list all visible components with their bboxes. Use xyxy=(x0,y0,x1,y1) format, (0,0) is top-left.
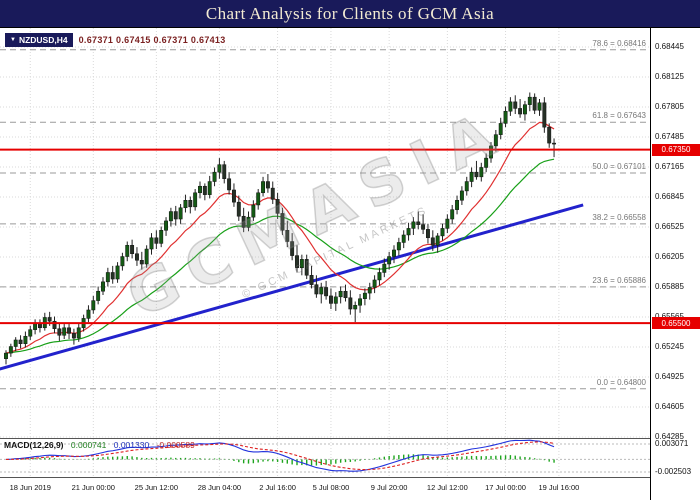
dropdown-arrow-icon: ▼ xyxy=(10,37,16,43)
fib-level-label: 0.0 = 0.64800 xyxy=(596,377,646,387)
time-axis-label: 12 Jul 12:00 xyxy=(426,483,468,492)
time-axis-label: 17 Jul 00:00 xyxy=(485,483,526,492)
time-axis-label: 21 Jun 00:00 xyxy=(71,483,115,492)
price-tag: 0.65500 xyxy=(652,317,700,330)
trendline xyxy=(0,203,584,371)
time-axis-label: 25 Jun 12:00 xyxy=(134,483,179,492)
price-axis-label: 0.67165 xyxy=(655,162,684,171)
macd-line xyxy=(5,439,555,472)
symbol-timeframe-label: NZDUSD,H4 xyxy=(18,35,68,45)
title-bar: Chart Analysis for Clients of GCM Asia xyxy=(0,0,700,28)
macd-panel[interactable]: MACD(12,26,9) 0.000741 0.001330 -0.00058… xyxy=(0,438,650,478)
ma-slow-line xyxy=(5,158,555,354)
price-tag: 0.67350 xyxy=(652,143,700,156)
macd-canvas xyxy=(0,439,650,477)
price-axis-label: 0.65885 xyxy=(655,282,684,291)
time-axis-label: 18 Jun 2019 xyxy=(9,483,51,492)
ma-fast-line xyxy=(5,121,555,354)
fib-level-label: 61.8 = 0.67643 xyxy=(592,111,646,121)
price-axis-label: 0.64605 xyxy=(655,402,684,411)
time-axis-label: 9 Jul 20:00 xyxy=(370,483,408,492)
chart-canvas[interactable] xyxy=(0,28,650,438)
fib-level-label: 78.6 = 0.68416 xyxy=(592,38,646,48)
chart-body: GCMASIA © GCM CAPITAL MARKETS ▼ NZDUSD,H… xyxy=(0,28,700,500)
price-axis-label: 0.67805 xyxy=(655,102,684,111)
price-axis-label: 0.68445 xyxy=(655,42,684,51)
time-axis-label: 28 Jun 04:00 xyxy=(197,483,242,492)
price-axis-label: 0.66845 xyxy=(655,192,684,201)
time-axis-label: 19 Jul 16:00 xyxy=(538,483,580,492)
ohlc-quote: 0.67371 0.67415 0.67371 0.67413 xyxy=(78,35,226,45)
price-axis-label: 0.67485 xyxy=(655,132,684,141)
macd-name: MACD(12,26,9) xyxy=(4,440,64,450)
time-axis[interactable]: 18 Jun 2019 21 Jun 00:00 25 Jun 12:00 28 Ju… xyxy=(0,478,650,500)
macd-axis-label: 0.003071 xyxy=(655,439,689,448)
symbol-selector[interactable]: ▼ NZDUSD,H4 xyxy=(5,33,73,47)
fib-level-label: 23.6 = 0.65886 xyxy=(592,275,646,285)
page-title: Chart Analysis for Clients of GCM Asia xyxy=(205,3,495,23)
fib-level-label: 38.2 = 0.66558 xyxy=(592,212,646,222)
macd-indicator-label: MACD(12,26,9) 0.000741 0.001330 -0.00058… xyxy=(4,440,200,450)
time-axis-label: 2 Jul 16:00 xyxy=(259,483,296,492)
price-axis[interactable]: 0.68445 0.68125 0.67805 0.67485 0.67165 0.668… xyxy=(650,28,700,500)
macd-signal-line xyxy=(5,441,555,471)
price-axis-label: 0.65245 xyxy=(655,342,684,351)
price-axis-label: 0.64925 xyxy=(655,372,684,381)
fib-level-label: 50.0 = 0.67101 xyxy=(592,162,646,171)
price-axis-label: 0.66205 xyxy=(655,252,684,261)
macd-axis-label: -0.002503 xyxy=(655,467,692,476)
price-axis-label: 0.65565 xyxy=(655,312,684,321)
macd-value-signal: 0.001330 xyxy=(113,440,150,450)
candlestick-series xyxy=(4,92,556,365)
macd-value-main: 0.000741 xyxy=(70,440,107,450)
price-axis-label: 0.68125 xyxy=(655,72,684,81)
symbol-quote-header: ▼ NZDUSD,H4 0.67371 0.67415 0.67371 0.67… xyxy=(5,33,226,47)
time-axis-label: 5 Jul 08:00 xyxy=(312,483,350,492)
price-axis-label: 0.64285 xyxy=(655,432,684,441)
macd-value-histogram: -0.000589 xyxy=(156,440,195,450)
price-axis-label: 0.66525 xyxy=(655,222,684,231)
price-chart-area[interactable]: GCMASIA © GCM CAPITAL MARKETS ▼ NZDUSD,H… xyxy=(0,28,650,438)
